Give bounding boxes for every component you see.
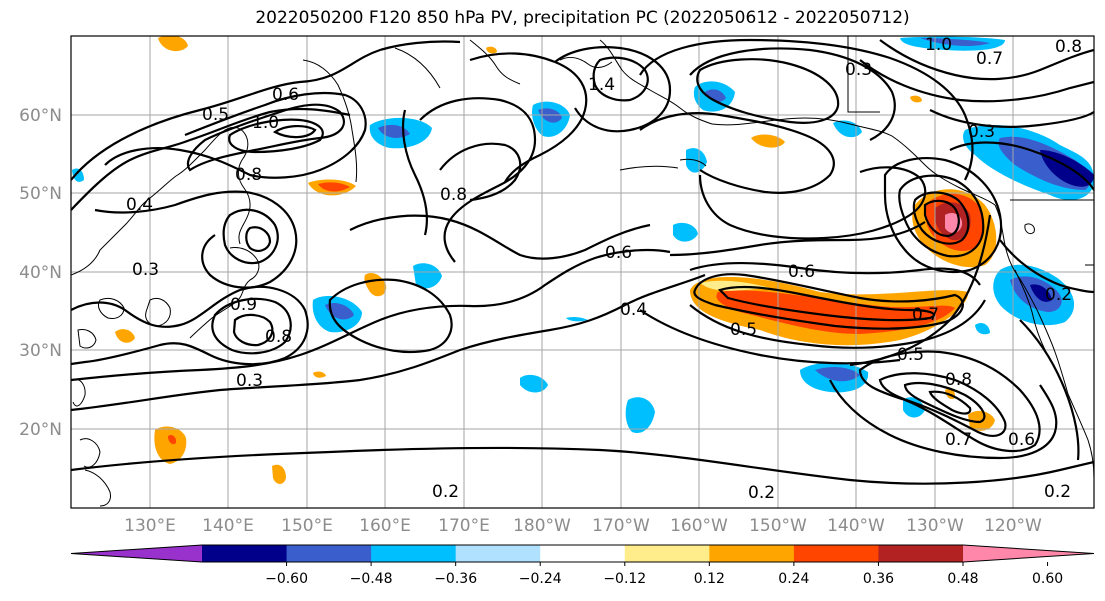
colorbar-tick-label: 0.24: [778, 571, 809, 587]
colorbar-segment: [371, 545, 457, 562]
colorbar-segment: [455, 545, 541, 562]
contour-label: 0.5: [202, 105, 229, 125]
colorbar-outline: [70, 544, 1095, 563]
map-plot-area: 0.5 0.6 1.0 0.8 0.4 0.3 0.9 0.8 0.3 0.8 …: [71, 35, 1094, 508]
colorbar-tick-label: 0.48: [947, 571, 978, 587]
contour-label: 0.5: [897, 345, 924, 365]
contour-label: 0.8: [945, 370, 972, 390]
colorbar-extension-high: [963, 545, 1094, 562]
colorbar-tick-label: −0.60: [265, 571, 308, 587]
contour-label: 0.2: [748, 483, 775, 503]
colorbar-extension-low: [71, 545, 202, 562]
contour-label: 0.8: [440, 185, 467, 205]
contour-label: 0.7: [912, 305, 939, 325]
colorbar-segment: [793, 545, 879, 562]
lon-tick-label: 150°E: [281, 516, 333, 536]
contour-label: 0.3: [845, 60, 872, 80]
contour-label: 1.4: [588, 75, 615, 95]
contour-label: 0.6: [605, 243, 632, 263]
contour-label: 0.5: [730, 320, 757, 340]
contour-label: 0.6: [1008, 430, 1035, 450]
contour-label: 0.2: [1045, 285, 1072, 305]
colorbar-tick-label: −0.24: [519, 571, 562, 587]
contour-label: 0.3: [132, 260, 159, 280]
contour-label: 0.4: [620, 300, 647, 320]
contour-label: 0.9: [230, 295, 257, 315]
lon-tick-label: 140°W: [827, 516, 885, 536]
colorbar-segment: [878, 545, 964, 562]
contour-label: 0.7: [945, 430, 972, 450]
lon-tick-label: 130°W: [906, 516, 964, 536]
lat-tick-label: 40°N: [19, 263, 62, 283]
contour-label: 0.2: [1044, 482, 1071, 502]
map-frame: [70, 35, 1095, 509]
contour-label: 0.7: [976, 49, 1003, 69]
longitude-axis: 130°E 140°E 150°E 160°E 170°E 180°W 170°…: [124, 516, 1042, 536]
contour-label: 0.4: [126, 195, 153, 215]
pv-contours: [71, 38, 1094, 485]
contour-label: 0.8: [235, 165, 262, 185]
lon-tick-label: 170°W: [592, 516, 650, 536]
lon-tick-label: 140°E: [202, 516, 254, 536]
lon-tick-label: 170°E: [438, 516, 490, 536]
colorbar: −0.60 −0.48 −0.36 −0.24 −0.12 0.12 0.24 0.36 0.4…: [70, 544, 1095, 587]
lon-tick-label: 160°E: [359, 516, 411, 536]
contour-label: 0.2: [432, 482, 459, 502]
lat-tick-label: 20°N: [19, 420, 62, 440]
lon-tick-label: 180°W: [513, 516, 571, 536]
lon-tick-label: 130°E: [124, 516, 176, 536]
contour-label: 0.6: [272, 85, 299, 105]
colorbar-segment: [540, 545, 626, 562]
colorbar-tick-label: 0.36: [863, 571, 894, 587]
contour-label: 1.0: [252, 113, 279, 133]
colorbar-tick-label: 0.60: [1032, 571, 1063, 587]
colorbar-tick-label: −0.48: [350, 571, 393, 587]
map-title: 2022050200 F120 850 hPa PV, precipitatio…: [255, 8, 910, 28]
latitude-axis: 60°N 50°N 40°N 30°N 20°N: [19, 106, 62, 440]
colorbar-tick-label: −0.36: [434, 571, 477, 587]
pv-contour-labels: 0.5 0.6 1.0 0.8 0.4 0.3 0.9 0.8 0.3 0.8 …: [126, 35, 1082, 503]
contour-label: 0.3: [968, 122, 995, 142]
coastlines: [71, 36, 1094, 507]
lon-tick-label: 160°W: [670, 516, 728, 536]
colorbar-segment: [709, 545, 795, 562]
contour-label: 0.8: [1055, 37, 1082, 57]
lat-tick-label: 30°N: [19, 341, 62, 361]
contour-label: 0.8: [265, 327, 292, 347]
contour-label: 1.0: [925, 35, 952, 55]
contour-label: 0.3: [236, 371, 263, 391]
lat-tick-label: 60°N: [19, 106, 62, 126]
colorbar-segment: [624, 545, 710, 562]
lon-tick-label: 150°W: [749, 516, 807, 536]
colorbar-segment: [202, 545, 288, 562]
lat-tick-label: 50°N: [19, 184, 62, 204]
colorbar-tick-label: −0.12: [603, 571, 646, 587]
colorbar-segment: [286, 545, 372, 562]
colorbar-tick-label: 0.12: [694, 571, 725, 587]
contour-label: 0.6: [788, 262, 815, 282]
graticule: [71, 36, 1094, 508]
lon-tick-label: 120°W: [984, 516, 1042, 536]
